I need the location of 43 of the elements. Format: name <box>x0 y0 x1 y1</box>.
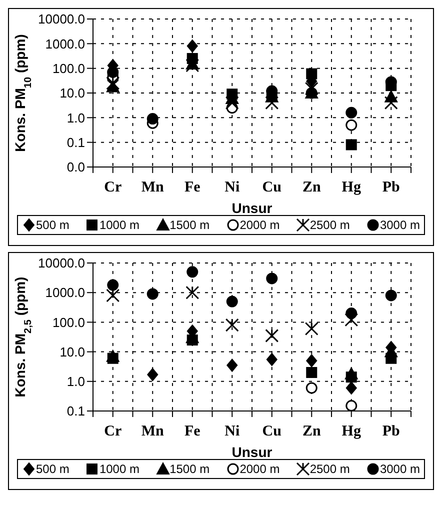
x-tick-label: Cu <box>262 180 282 196</box>
y-tick-label: 1000.0 <box>45 285 85 300</box>
x-tick-label: Fe <box>184 180 201 196</box>
legend-label: 1000 m <box>98 218 140 232</box>
legend-label: 500 m <box>35 462 70 476</box>
x-tick-label: Mn <box>141 424 165 440</box>
legend-label: 2500 m <box>308 462 350 476</box>
x-tick-label: Cr <box>104 180 122 196</box>
y-tick-label: 1000.0 <box>45 36 85 52</box>
y-tick-label: 10.0 <box>60 344 85 360</box>
legend-label: 500 m <box>35 218 70 232</box>
legend-label: 2000 m <box>238 462 280 476</box>
y-tick-label: 10000.0 <box>38 12 85 27</box>
y-tick-label: 1.0 <box>66 374 85 390</box>
x-tick-label: Pb <box>382 424 400 440</box>
x-axis-title: Unsur <box>232 200 273 216</box>
x-tick-label: Zn <box>302 424 322 440</box>
x-tick-label: Pb <box>382 180 400 196</box>
y-tick-label: 100.0 <box>52 314 85 330</box>
y-tick-label: 1.0 <box>66 110 85 126</box>
x-tick-label: Cu <box>262 424 282 440</box>
y-tick-label: 10000.0 <box>38 256 85 271</box>
x-tick-label: Ni <box>224 424 240 440</box>
x-tick-label: Hg <box>342 424 362 440</box>
legend-label: 1500 m <box>168 462 210 476</box>
x-tick-label: Ni <box>224 180 240 196</box>
legend-label: 1000 m <box>98 462 140 476</box>
y-tick-label: 10.0 <box>60 86 85 101</box>
legend-label: 2000 m <box>238 218 280 232</box>
x-tick-label: Hg <box>342 180 362 196</box>
y-tick-label: 0.0 <box>66 160 85 175</box>
y-tick-label: 100.0 <box>52 60 85 76</box>
y-tick-label: 0.1 <box>66 134 85 150</box>
y-tick-label: 0.1 <box>66 404 85 419</box>
x-tick-label: Fe <box>184 424 201 440</box>
x-tick-label: Cr <box>104 424 122 440</box>
x-axis-title: Unsur <box>232 444 273 460</box>
x-tick-label: Mn <box>141 180 165 196</box>
legend-label: 1500 m <box>168 218 210 232</box>
legend-label: 2500 m <box>308 218 350 232</box>
legend-label: 3000 m <box>378 218 420 232</box>
legend-label: 3000 m <box>378 462 420 476</box>
x-tick-label: Zn <box>302 180 322 196</box>
